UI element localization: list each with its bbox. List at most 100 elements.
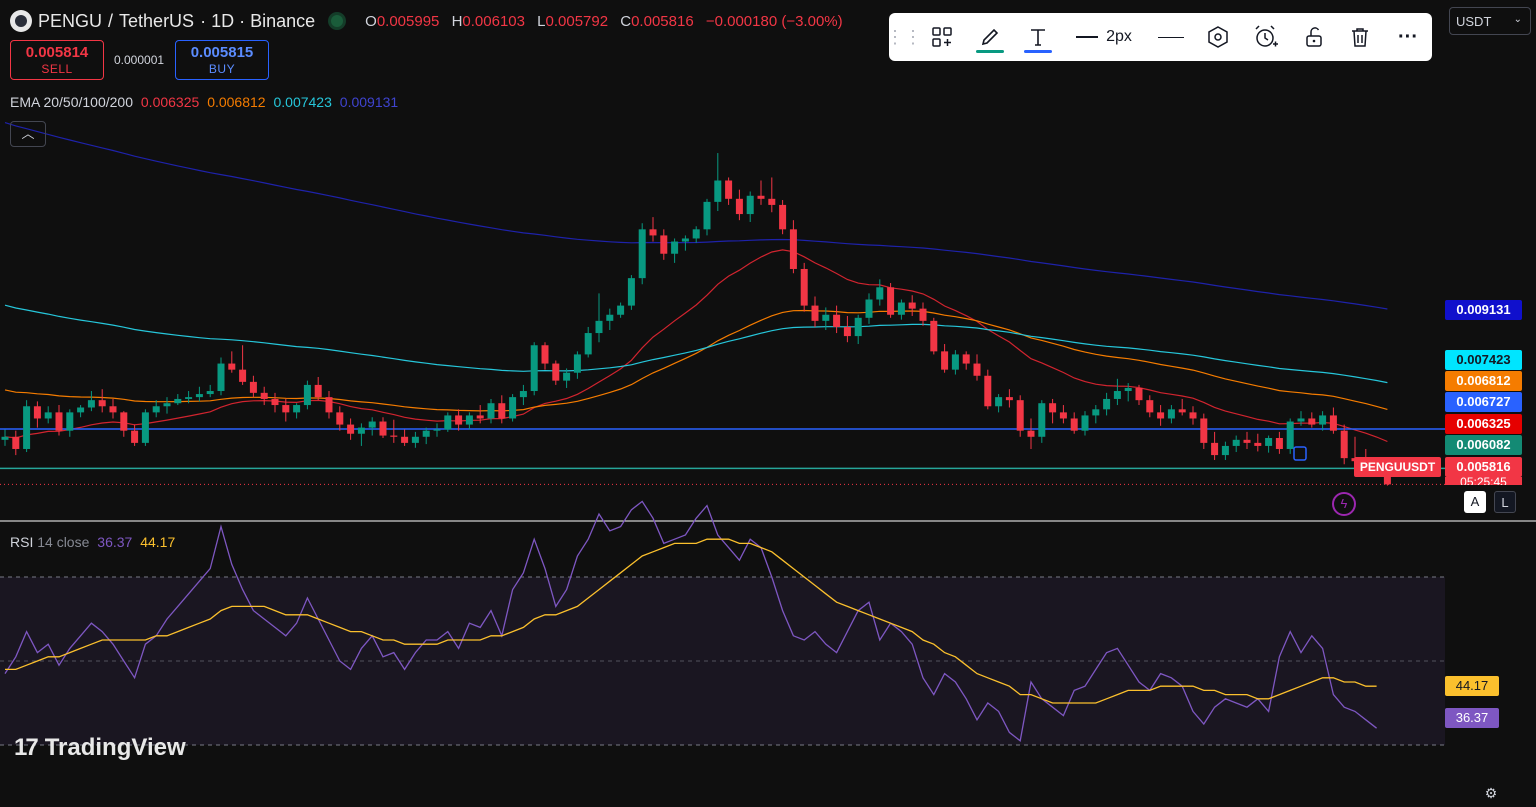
candle-body [33,406,41,419]
symbol-meta: · 1D · Binance [200,10,316,31]
ema20-value: 0.006325 [140,94,200,110]
candle [1027,418,1035,449]
candle-body [595,320,603,334]
candle-body [552,363,560,381]
candle-body [55,412,63,431]
anchor-handle[interactable] [1293,446,1307,461]
candle-body [563,372,571,381]
candle-body [303,384,311,406]
trash-icon[interactable] [1343,13,1377,61]
candle [228,351,236,373]
candle-body [141,412,149,443]
candle-body [1038,403,1046,437]
candle [77,405,85,418]
candle-body [314,384,322,398]
rsi-legend-value: 36.37 [97,534,133,550]
candle [735,189,743,221]
candle [800,262,808,312]
lightning-icon[interactable]: ϟ [1332,492,1356,516]
candle [336,406,344,431]
candle [530,342,538,396]
candle [109,398,117,419]
candle [1113,378,1121,406]
unlock-icon[interactable] [1297,13,1331,61]
candle-body [573,354,581,373]
candle-body [854,317,862,337]
low-value: 0.005792 [545,12,609,30]
candle [509,394,517,422]
rsi-legend[interactable]: RSI 14 close 36.37 44.17 [10,534,175,550]
collapse-legend-button[interactable]: ︿ [10,121,46,147]
candle [141,409,149,446]
hexagon-icon[interactable] [1201,13,1235,61]
candle [174,394,182,406]
buy-button[interactable]: 0.005815 BUY [175,40,269,80]
more-icon[interactable]: ··· [1398,25,1418,48]
candle-body [109,406,117,413]
ema-legend[interactable]: EMA 20/50/100/200 0.006325 0.006812 0.00… [10,94,402,110]
log-scale-button[interactable]: L [1494,491,1516,513]
auto-scale-button[interactable]: A [1464,491,1486,513]
candle-body [541,345,549,364]
candle [563,368,571,388]
text-icon[interactable] [1021,13,1055,61]
candle-body [919,308,927,321]
ema20-price-tag: 0.006325 [1445,414,1522,434]
drag-handle-icon[interactable]: ⋮⋮ [886,26,922,47]
candle-body [1092,409,1100,416]
candle-body [757,195,765,199]
rsi-ma-line [5,538,1377,704]
sell-button[interactable]: 0.005814 SELL [10,40,104,80]
candle-body [163,403,171,407]
candle-body [800,268,808,306]
candle [638,223,646,285]
hline-price-tag: 0.006727 [1445,392,1522,412]
symbol-name[interactable]: PENGU [38,10,103,31]
candle [1178,398,1186,416]
candle [768,177,776,213]
candle-body [1329,415,1337,431]
close-label: C [620,12,632,30]
line-icon[interactable] [1151,13,1191,61]
candle [1319,411,1327,431]
rsi-ma-price-tag: 44.17 [1445,676,1499,696]
ema200-price-tag: 0.009131 [1445,300,1522,320]
symbol-separator: / [108,10,114,31]
candle-body [649,229,657,236]
candle [1232,435,1240,453]
candle [671,238,679,263]
bar-countdown: 05:25:45 [1445,477,1522,485]
candle-body [962,354,970,364]
line-width-button[interactable]: 2px [1071,13,1137,61]
currency-select[interactable]: USDT ⌄ [1449,7,1531,35]
candle [217,357,225,396]
candle [66,409,74,437]
symbol-header[interactable]: PENGU / TetherUS · 1D · Binance O0.00599… [10,9,843,33]
candle-body [1178,409,1186,413]
layout-icon[interactable] [925,13,959,61]
candle-body [1081,415,1089,431]
ema50-price-tag: 0.006812 [1445,371,1522,391]
candle-body [1059,412,1067,419]
candle [1275,431,1283,454]
candle [779,200,787,235]
candle-body [23,406,31,449]
tradingview-logo[interactable]: 17 TradingView [14,734,186,762]
candle-body [422,430,430,437]
low-label: L [537,12,546,30]
candle [44,406,52,424]
settings-gear-icon[interactable]: ⚙ [1484,785,1498,801]
ema200-value: 0.009131 [339,94,399,110]
candle [433,423,441,437]
pencil-icon[interactable] [973,13,1007,61]
candle [293,403,301,419]
alert-clock-icon[interactable] [1249,13,1283,61]
candle [422,427,430,445]
candle-body [746,195,754,215]
candle-body [519,391,527,398]
candle [930,317,938,355]
candle [887,283,895,318]
market-status-icon[interactable] [331,15,344,27]
ema50-value: 0.006812 [207,94,266,110]
